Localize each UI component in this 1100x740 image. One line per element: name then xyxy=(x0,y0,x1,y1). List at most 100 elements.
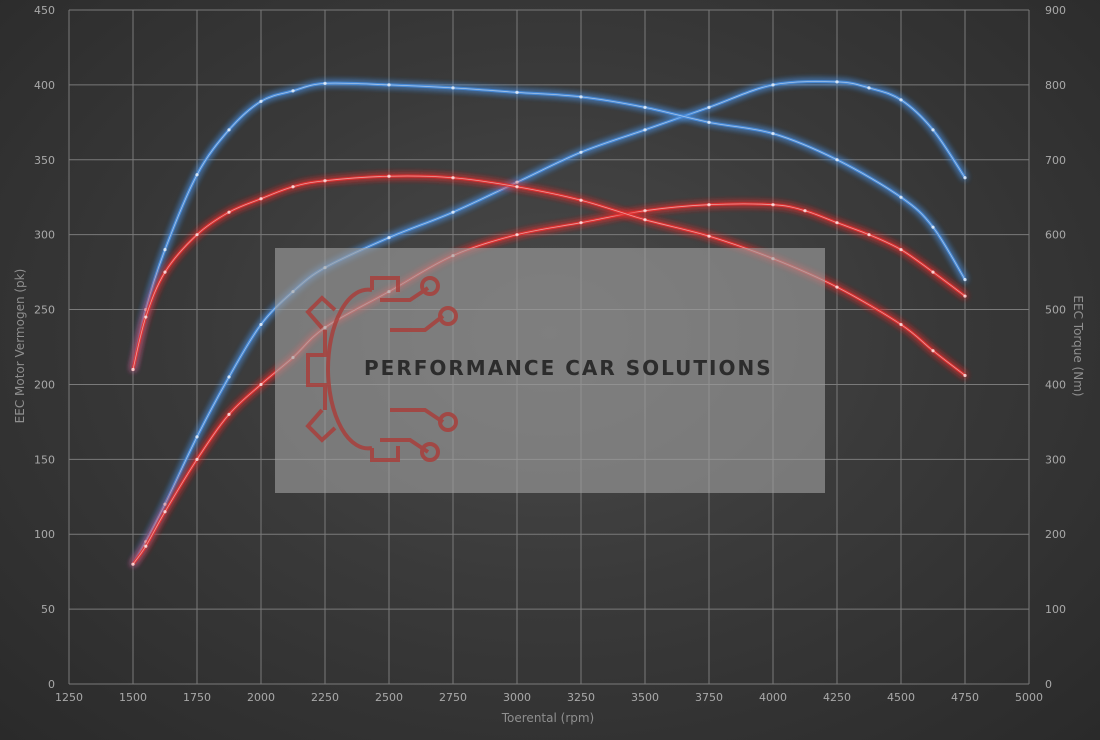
y-right-tick-label: 300 xyxy=(1045,453,1066,466)
data-point xyxy=(387,236,391,240)
data-point xyxy=(835,285,839,289)
x-axis-label: Toerental (rpm) xyxy=(501,711,594,725)
y-right-tick-label: 800 xyxy=(1045,79,1066,92)
x-tick-label: 4000 xyxy=(759,691,787,704)
data-point xyxy=(707,120,711,124)
data-point xyxy=(931,349,935,353)
data-point xyxy=(931,128,935,132)
data-point xyxy=(323,81,327,85)
data-point xyxy=(835,80,839,84)
data-point xyxy=(963,373,967,378)
gear-circuit-logo-icon xyxy=(305,276,458,462)
series-lines xyxy=(131,80,967,566)
data-point xyxy=(163,502,167,506)
data-point xyxy=(899,195,903,199)
x-tick-label: 2500 xyxy=(375,691,403,704)
data-point xyxy=(963,278,967,282)
tick-labels: 1250 1500 1750 2000 2250 2500 2750 3000 3250 3500… xyxy=(34,4,1066,704)
data-point xyxy=(144,315,148,319)
data-point xyxy=(387,83,391,87)
data-point xyxy=(259,322,263,327)
x-tick-label: 3000 xyxy=(503,691,531,704)
data-point xyxy=(579,221,583,225)
data-point xyxy=(643,105,647,109)
data-point xyxy=(867,86,871,90)
data-point xyxy=(515,233,519,237)
data-point xyxy=(227,128,231,132)
data-point xyxy=(771,131,775,136)
x-tick-label: 1750 xyxy=(183,691,211,704)
data-point xyxy=(227,210,231,214)
y-left-tick-label: 250 xyxy=(34,304,55,317)
data-point xyxy=(323,179,327,183)
y-right-tick-label: 600 xyxy=(1045,229,1066,242)
x-tick-label: 1250 xyxy=(55,691,83,704)
y-right-tick-label: 100 xyxy=(1045,603,1066,616)
data-point xyxy=(131,562,135,566)
data-point xyxy=(643,209,647,213)
data-point xyxy=(643,218,647,222)
data-point xyxy=(707,234,711,238)
y-left-tick-label: 300 xyxy=(34,229,55,242)
x-tick-label: 2750 xyxy=(439,691,467,704)
data-point xyxy=(835,158,839,162)
y-right-tick-label: 700 xyxy=(1045,154,1066,167)
watermark: PERFORMANCE CAR SOLUTIONS xyxy=(275,248,825,493)
data-point xyxy=(144,544,148,548)
data-point xyxy=(515,180,519,184)
data-point xyxy=(579,95,583,99)
data-point xyxy=(835,221,839,225)
x-tick-label: 2000 xyxy=(247,691,275,704)
x-tick-label: 3250 xyxy=(567,691,595,704)
y-left-tick-label: 200 xyxy=(34,378,55,391)
series-stock-left xyxy=(131,202,967,566)
data-point xyxy=(515,90,519,94)
y-right-tick-label: 0 xyxy=(1045,678,1052,691)
data-point xyxy=(195,233,199,237)
data-point xyxy=(259,197,263,201)
data-point xyxy=(163,248,167,252)
data-point xyxy=(259,99,263,103)
x-tick-label: 4250 xyxy=(823,691,851,704)
data-point xyxy=(451,210,455,214)
data-point xyxy=(195,435,199,439)
y-right-tick-label: 400 xyxy=(1045,378,1066,391)
x-tick-label: 2250 xyxy=(311,691,339,704)
data-point xyxy=(131,367,135,372)
data-point xyxy=(259,382,263,387)
data-point xyxy=(707,105,711,109)
watermark-text: PERFORMANCE CAR SOLUTIONS xyxy=(364,356,773,380)
data-point xyxy=(387,174,391,178)
data-point xyxy=(579,198,583,202)
data-point xyxy=(451,86,455,90)
x-tick-label: 1500 xyxy=(119,691,147,704)
data-point xyxy=(291,89,295,93)
y-left-tick-label: 50 xyxy=(41,603,55,616)
data-point xyxy=(899,98,903,102)
series-tuned-right xyxy=(131,81,967,372)
y-right-tick-label: 500 xyxy=(1045,304,1066,317)
y-right-tick-label: 900 xyxy=(1045,4,1066,17)
data-point xyxy=(931,225,935,229)
data-point xyxy=(227,412,231,416)
data-point xyxy=(867,233,871,237)
x-tick-label: 4750 xyxy=(951,691,979,704)
y-axis-right-label: EEC Torque (Nm) xyxy=(1071,295,1085,396)
y-left-tick-label: 450 xyxy=(34,4,55,17)
y-axis-left-label: EEC Motor Vermogen (pk) xyxy=(13,269,27,424)
data-point xyxy=(195,173,199,177)
data-point xyxy=(963,294,967,298)
data-point xyxy=(227,375,231,379)
data-point xyxy=(963,176,967,180)
series-line-highlight xyxy=(132,81,966,565)
x-tick-label: 4500 xyxy=(887,691,915,704)
data-point xyxy=(163,510,167,514)
data-point xyxy=(803,209,807,213)
y-left-tick-label: 350 xyxy=(34,154,55,167)
data-point xyxy=(899,322,903,327)
y-right-tick-label: 200 xyxy=(1045,528,1066,541)
y-left-tick-label: 100 xyxy=(34,528,55,541)
x-tick-label: 3750 xyxy=(695,691,723,704)
data-point xyxy=(291,185,295,189)
